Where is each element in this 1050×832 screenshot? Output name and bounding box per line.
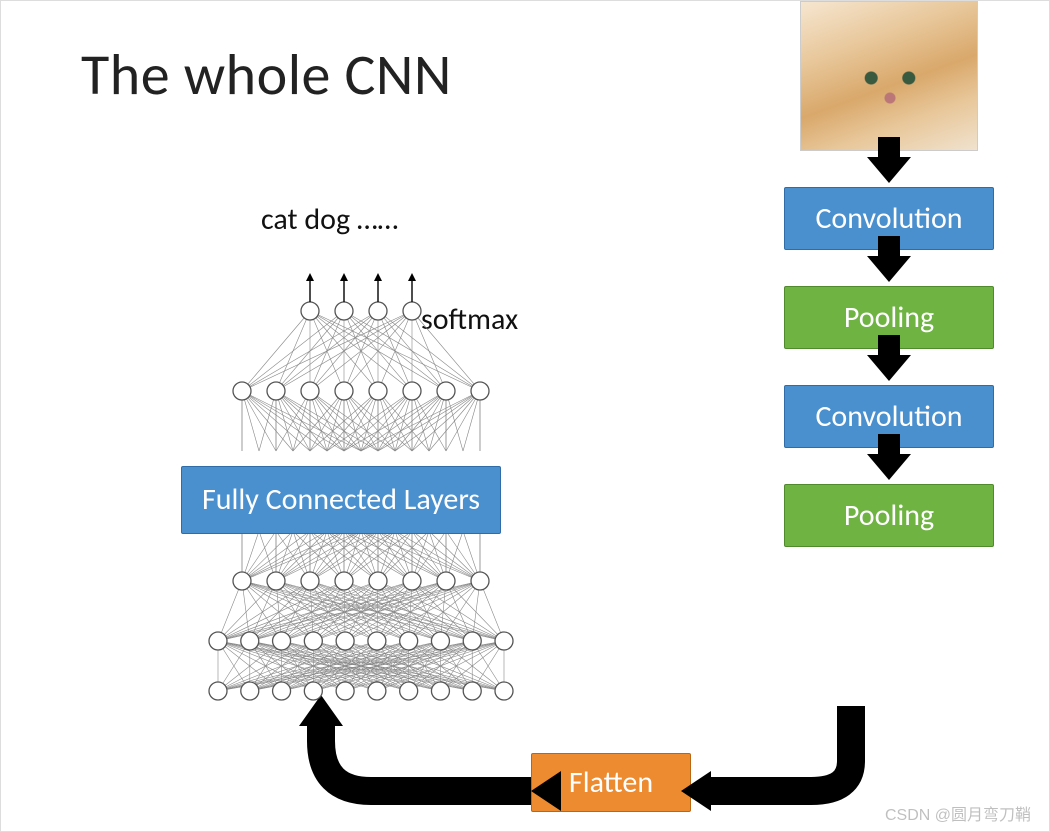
watermark-text: CSDN @圆月弯刀鞘: [885, 801, 1031, 825]
fully-connected-box: Fully Connected Layers: [181, 466, 501, 534]
cnn-pipeline: Convolution Pooling Convolution Pooling: [769, 1, 1009, 547]
page-title: The whole CNN: [81, 39, 452, 110]
stage-pooling-2: Pooling: [784, 484, 994, 547]
nn-diagram: cat dog …… softmax Fully Connected Layer…: [171, 201, 551, 721]
input-cat-image: [800, 1, 978, 151]
arrow-down-icon: [867, 454, 911, 480]
arrow-down-icon: [867, 157, 911, 183]
output-classes-label: cat dog ……: [261, 201, 398, 238]
arrow-down-icon: [867, 256, 911, 282]
arrow-down-icon: [867, 355, 911, 381]
